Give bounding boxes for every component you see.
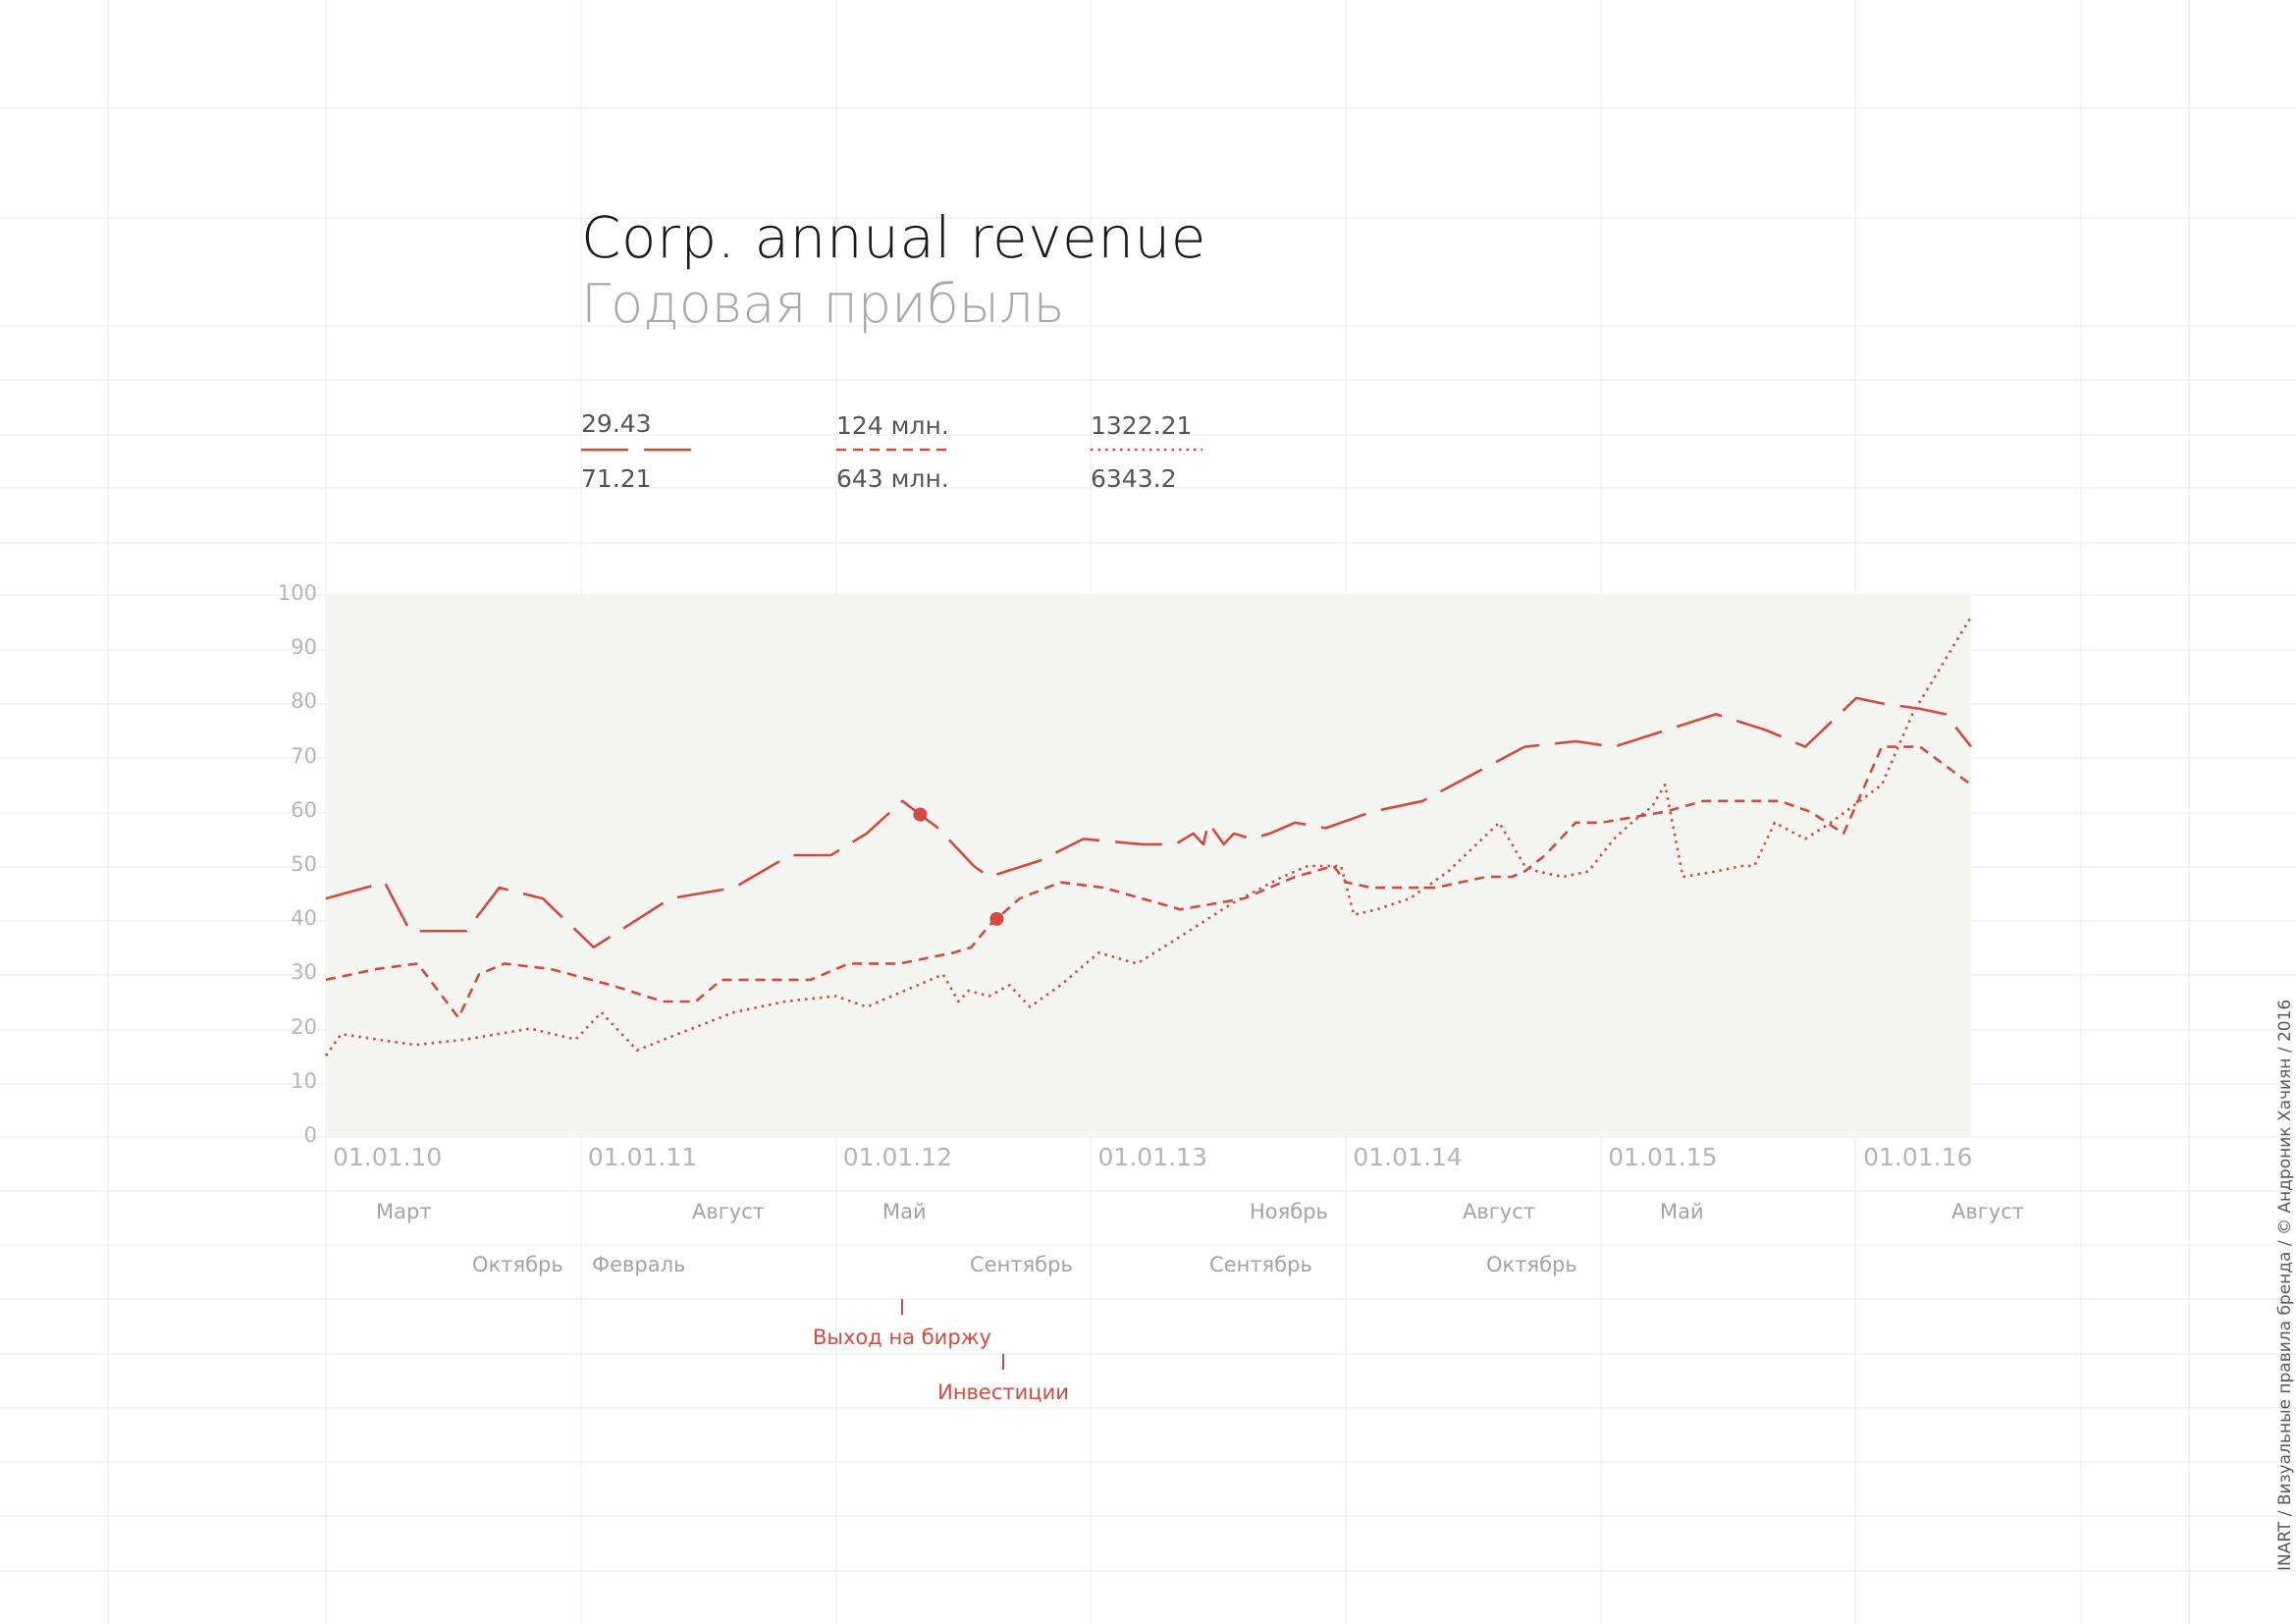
y-tick-label: 30 bbox=[291, 960, 317, 985]
y-tick-label: 50 bbox=[291, 852, 317, 876]
credit-text: INART / Визуальные правила бренда / © Ан… bbox=[2275, 999, 2295, 1571]
month-label: Октябрь bbox=[1486, 1253, 1577, 1276]
legend-line-dash bbox=[836, 448, 946, 452]
x-tick-label: 01.01.14 bbox=[1353, 1143, 1463, 1171]
legend-top-value-1: 29.43 bbox=[581, 409, 652, 438]
annotation-investments: Инвестиции bbox=[937, 1380, 1069, 1404]
legend-line-longdash bbox=[581, 448, 691, 452]
x-tick-label: 01.01.12 bbox=[842, 1143, 953, 1171]
month-label: Август bbox=[1951, 1200, 2024, 1223]
x-tick-label: 01.01.11 bbox=[587, 1143, 698, 1171]
month-label: Май bbox=[882, 1200, 927, 1223]
legend-top-value-2: 124 млн. bbox=[836, 411, 949, 440]
y-tick-label: 10 bbox=[291, 1068, 317, 1093]
month-label: Февраль bbox=[592, 1253, 686, 1276]
month-label: Август bbox=[1463, 1200, 1535, 1223]
page-subtitle: Годовая прибыль bbox=[581, 273, 1065, 335]
month-label: Ноябрь bbox=[1250, 1200, 1328, 1223]
marker-ipo bbox=[913, 807, 928, 822]
legend-bottom-value-2: 643 млн. bbox=[836, 464, 949, 493]
month-label: Август bbox=[692, 1200, 765, 1223]
series-line-dot bbox=[324, 616, 1973, 1056]
series-line-dash bbox=[325, 745, 1972, 1019]
y-tick-label: 60 bbox=[291, 797, 317, 822]
annotation-tick bbox=[1002, 1354, 1004, 1370]
x-tick-label: 01.01.13 bbox=[1097, 1143, 1207, 1171]
y-tick-label: 90 bbox=[291, 635, 317, 660]
marker-investments bbox=[989, 911, 1004, 926]
month-label: Май bbox=[1660, 1200, 1704, 1223]
month-label: Март bbox=[376, 1200, 432, 1223]
x-tick-label: 01.01.15 bbox=[1608, 1143, 1718, 1171]
x-tick-label: 01.01.10 bbox=[333, 1143, 443, 1171]
y-tick-label: 80 bbox=[291, 689, 317, 714]
y-tick-label: 40 bbox=[291, 906, 317, 931]
month-label: Сентябрь bbox=[970, 1253, 1073, 1276]
legend-bottom-value-3: 6343.2 bbox=[1091, 464, 1177, 493]
month-label: Октябрь bbox=[472, 1253, 563, 1276]
y-tick-label: 70 bbox=[291, 743, 317, 768]
y-tick-label: 20 bbox=[291, 1014, 317, 1039]
annotation-tick bbox=[901, 1299, 903, 1315]
annotation-ipo: Выход на биржу bbox=[812, 1326, 992, 1349]
month-label: Сентябрь bbox=[1209, 1253, 1312, 1276]
legend-bottom-value-1: 71.21 bbox=[581, 464, 652, 493]
legend-top-value-3: 1322.21 bbox=[1091, 411, 1193, 440]
plot-area bbox=[326, 595, 1971, 1137]
y-tick-label: 100 bbox=[277, 581, 317, 605]
series-line-longdash bbox=[325, 696, 1973, 949]
y-tick-label: 0 bbox=[303, 1123, 317, 1147]
x-tick-label: 01.01.16 bbox=[1863, 1143, 1973, 1171]
page-title: Corp. annual revenue bbox=[581, 204, 1206, 271]
